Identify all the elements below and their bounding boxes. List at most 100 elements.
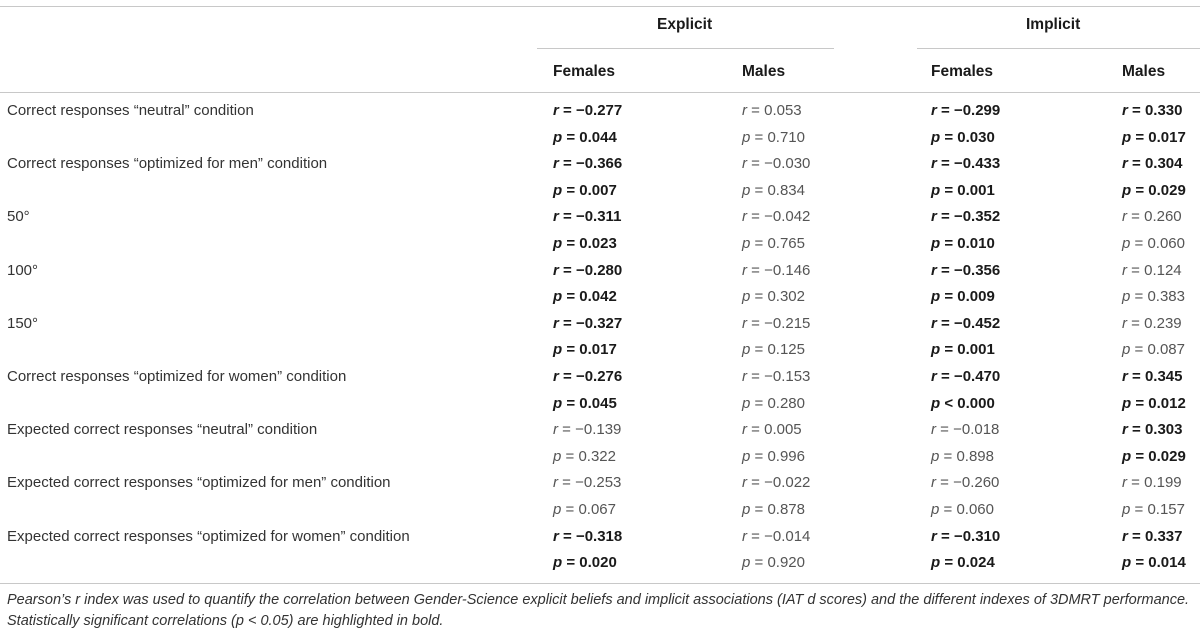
stat-symbol: r [1122,208,1127,226]
stat-value: = 0.042 [566,288,617,306]
stat-value: = 0.001 [944,181,995,199]
stat-symbol: p [742,341,751,359]
stat-value: = −0.260 [940,474,1000,492]
stat-value: = −0.352 [941,208,1001,226]
table-row-pvalue: p = 0.020 p = 0.920 p = 0.024 p = 0.014 [0,550,1200,577]
stat-value: = 0.001 [944,341,995,359]
stat-value: = 0.087 [1134,341,1185,359]
stat-symbol: r [931,102,937,119]
implicit-underline [917,48,1200,49]
r-value-cell: r = −0.215 [742,311,810,338]
stat-value: = −0.318 [563,527,623,545]
stat-value: = 0.012 [1135,394,1186,412]
stat-value: = −0.277 [563,102,623,119]
row-label: 100° [7,261,39,279]
r-value-cell: r = 0.053 [742,98,802,125]
stat-value: = 0.024 [944,554,995,572]
stat-symbol: r [1122,421,1128,439]
stat-symbol: p [1122,554,1132,572]
r-value-cell: r = −0.042 [742,204,810,231]
stat-value: = 0.053 [751,102,802,119]
p-value-cell: p = 0.042 [553,284,617,311]
r-value-cell: r = −0.366 [553,151,622,178]
stat-symbol: p [1122,394,1132,412]
stat-value: = 0.045 [566,394,617,412]
stat-value: = −0.014 [751,527,811,545]
stat-symbol: p [931,394,941,412]
p-value-cell: p = 0.060 [931,497,994,524]
stat-symbol: p [553,554,563,572]
table-row-pvalue: p = 0.007 p = 0.834 p = 0.001 p = 0.029 [0,178,1200,205]
row-label: Correct responses “neutral” condition [7,102,254,119]
r-value-cell: r = −0.139 [553,417,621,444]
stat-symbol: r [742,314,747,332]
stat-symbol: r [1122,261,1127,279]
stat-value: = −0.311 [563,208,622,226]
p-value-cell: p = 0.045 [553,391,617,418]
row-label: Correct responses “optimized for women” … [7,368,347,385]
stat-symbol: p [931,181,941,199]
stat-symbol: p [553,394,563,412]
stat-value: = 0.337 [1132,527,1183,545]
table-row: Correct responses “optimized for men” co… [0,151,1200,178]
stat-value: = 0.322 [565,447,616,465]
stat-symbol: p [1122,181,1132,199]
subheader-implicit-females: Females [931,63,994,80]
row-label: Expected correct responses “neutral” con… [7,421,318,439]
stat-symbol: r [931,527,937,545]
stat-value: = −0.470 [941,368,1001,385]
stat-symbol: p [742,554,751,572]
stat-symbol: p [1122,447,1132,465]
table-footnote: Pearson’s r index was used to quantify t… [7,592,1190,629]
table-row-pvalue: p = 0.067 p = 0.878 p = 0.060 p = 0.157 [0,497,1200,524]
table-row: Correct responses “neutral” condition r =… [0,98,1200,125]
r-value-cell: r = −0.452 [931,311,1000,338]
table-row-pvalue: p = 0.045 p = 0.280 p < 0.000 p = 0.012 [0,391,1200,418]
p-value-cell: p = 0.920 [742,550,805,577]
r-value-cell: r = 0.199 [1122,470,1182,497]
r-value-cell: r = 0.239 [1122,311,1182,338]
stat-value: = 0.023 [566,235,617,252]
stat-symbol: p [742,288,751,306]
stat-symbol: p [931,501,940,518]
r-value-cell: r = −0.433 [931,151,1000,178]
table-row-pvalue: p = 0.322 p = 0.996 p = 0.898 p = 0.029 [0,444,1200,471]
stat-symbol: r [553,421,558,439]
p-value-cell: p = 0.067 [553,497,616,524]
stat-value: = 0.330 [1132,102,1183,119]
stat-symbol: r [553,155,559,173]
stat-symbol: p [742,447,751,465]
r-value-cell: r = −0.018 [931,417,999,444]
r-value-cell: r = −0.277 [553,98,622,125]
p-value-cell: p = 0.001 [931,178,995,205]
p-value-cell: p = 0.009 [931,284,995,311]
stat-value: = −0.042 [751,208,811,226]
stat-symbol: r [553,474,558,492]
stat-symbol: r [553,314,559,332]
r-value-cell: r = 0.303 [1122,417,1182,444]
stat-symbol: p [1122,128,1132,146]
stat-symbol: p [553,288,563,306]
row-label: Expected correct responses “optimized fo… [7,474,391,492]
stat-symbol: r [931,368,937,385]
p-value-cell: p = 0.157 [1122,497,1185,524]
stat-symbol: r [931,261,937,279]
r-value-cell: r = −0.299 [931,98,1000,125]
stat-symbol: r [742,208,747,226]
stat-symbol: p [553,235,563,252]
stat-symbol: r [553,368,559,385]
table-row-pvalue: p = 0.023 p = 0.765 p = 0.010 p = 0.060 [0,231,1200,258]
stat-value: = −0.022 [751,474,811,492]
p-value-cell: p = 0.012 [1122,391,1186,418]
r-value-cell: r = 0.345 [1122,364,1182,391]
stat-value: = −0.356 [941,261,1001,279]
r-value-cell: r = −0.253 [553,470,621,497]
stat-value: = −0.310 [941,527,1001,545]
stat-symbol: p [1122,341,1131,359]
stat-value: = 0.383 [1134,288,1185,306]
r-value-cell: r = −0.030 [742,151,810,178]
stat-value: = −0.366 [563,155,623,173]
stat-symbol: p [931,288,941,306]
stat-value: = 0.260 [1131,208,1182,226]
stat-value: = −0.253 [562,474,622,492]
